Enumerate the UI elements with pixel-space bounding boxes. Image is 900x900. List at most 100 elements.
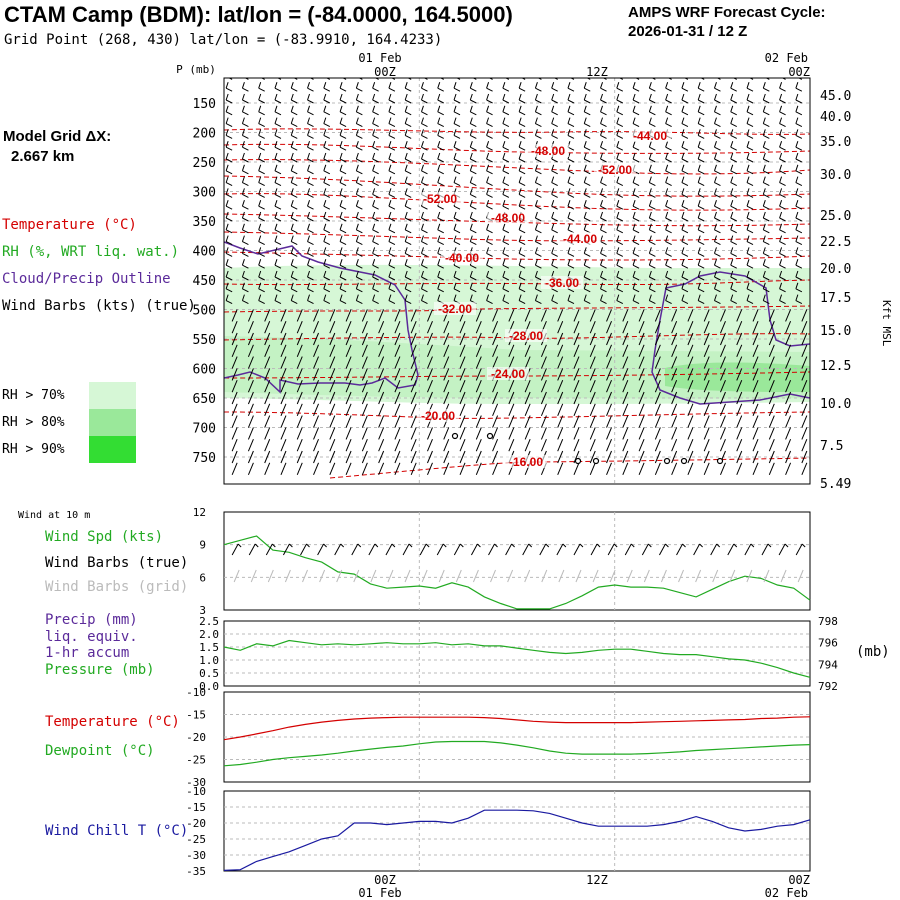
wind-barb — [453, 211, 461, 222]
wind-barb — [551, 117, 558, 128]
wind-barb — [801, 309, 808, 322]
wind-barb — [606, 450, 612, 464]
wind-barb — [437, 176, 444, 187]
wind-barb — [437, 129, 444, 139]
wind-barb — [583, 176, 591, 187]
wind-barb — [697, 294, 705, 305]
wind-barb — [746, 223, 754, 234]
wind-barb — [779, 294, 786, 305]
temp-tick-label: -10 — [186, 686, 206, 699]
wind-barb — [492, 356, 499, 369]
wind-barb-grid — [695, 569, 702, 583]
wind-barb — [600, 282, 607, 293]
page-title: CTAM Camp (BDM): lat/lon = (-84.0000, 16… — [4, 2, 513, 27]
wind-barb — [616, 105, 624, 116]
wind-barb — [785, 391, 792, 405]
wind-barb — [736, 391, 743, 405]
wind-barb — [648, 235, 656, 246]
wind-barb — [296, 321, 303, 334]
label-precip: Precip (mm) — [45, 612, 138, 628]
wind-barb — [225, 117, 233, 128]
wind-barb — [231, 344, 238, 357]
wind-barb — [241, 152, 249, 163]
wind-barb — [339, 141, 347, 151]
wind-barb — [730, 247, 737, 257]
wind-barb — [378, 356, 385, 369]
wind-barb — [339, 294, 347, 305]
bottom-date-label-1: 01 Feb — [358, 886, 401, 900]
wind-barb — [437, 141, 444, 151]
wind-barb — [622, 344, 629, 357]
wind-barb — [453, 270, 461, 281]
wind-barb — [703, 309, 710, 322]
wind-barb — [648, 247, 656, 257]
isotherm-label-bg — [527, 144, 569, 157]
wind-barb — [795, 188, 803, 198]
wind-barb — [264, 309, 271, 322]
wind-barb — [508, 309, 515, 322]
wind-barb — [600, 105, 607, 116]
wind-barb — [361, 380, 368, 393]
wind-barb — [779, 117, 786, 128]
wind-barb-true — [795, 543, 806, 556]
rh-key-90-label: RH > 90% — [2, 442, 65, 457]
wind-barb — [225, 141, 233, 151]
wind-barb — [600, 294, 607, 305]
wind-barb — [720, 415, 726, 428]
wind-barb — [410, 356, 417, 369]
cycle-line-1: AMPS WRF Forecast Cycle: — [628, 4, 826, 21]
wind-barb — [795, 211, 803, 222]
wind-barb — [437, 270, 444, 281]
wind-tick-label: 3 — [199, 604, 206, 617]
wind-barb — [681, 82, 689, 92]
wind-barb — [394, 439, 401, 452]
wind-barb — [241, 82, 249, 92]
isotherm-line — [224, 175, 810, 197]
wind-barb — [768, 380, 775, 393]
wind-barb — [274, 93, 282, 104]
wind-barb — [785, 356, 792, 369]
wind-barb — [570, 78, 575, 80]
label-temperature: Temperature (°C) — [45, 714, 180, 730]
wind-barb-grid — [353, 569, 360, 583]
wind-barb — [394, 380, 401, 393]
wind-barb — [648, 176, 656, 187]
wind-barb — [486, 152, 493, 163]
isotherm-label-bg — [629, 129, 671, 142]
wind-barb — [427, 427, 433, 440]
wind-barb — [551, 294, 558, 305]
bottom-date-label-2: 02 Feb — [765, 886, 808, 900]
wind-barb — [486, 117, 493, 128]
wind-barb — [410, 368, 417, 381]
wind-barb — [583, 129, 591, 139]
wind-barb — [671, 391, 678, 405]
wind-barb — [361, 344, 368, 357]
wind-barb-true — [453, 543, 464, 556]
wind-barb — [264, 403, 271, 416]
isotherm-label-bg — [505, 329, 547, 342]
wind-barb — [492, 439, 499, 452]
wind-barb — [583, 141, 591, 151]
wind-barb — [329, 368, 336, 381]
wind-barb — [339, 117, 347, 128]
wind-barb — [355, 259, 363, 269]
wind-barb — [638, 450, 645, 464]
wind-barb — [486, 105, 493, 116]
wind-barbs — [225, 78, 808, 475]
wind-barb — [616, 188, 624, 198]
wind-barb — [801, 344, 808, 357]
wind-barb — [730, 235, 737, 246]
wind-barb — [589, 450, 596, 464]
wind-barb — [475, 403, 482, 416]
precip-tick-label: 2.0 — [199, 628, 219, 641]
wind-barb — [378, 462, 385, 475]
wind-barb-grid — [524, 569, 531, 583]
wind-barb — [752, 321, 759, 334]
wind-barb — [358, 78, 363, 80]
wind-barb — [427, 309, 433, 322]
wind-barb — [534, 211, 542, 222]
wind-barb — [274, 247, 282, 257]
wind-barb — [518, 235, 526, 246]
wind-barb — [534, 200, 542, 210]
wind-barb — [345, 380, 352, 393]
